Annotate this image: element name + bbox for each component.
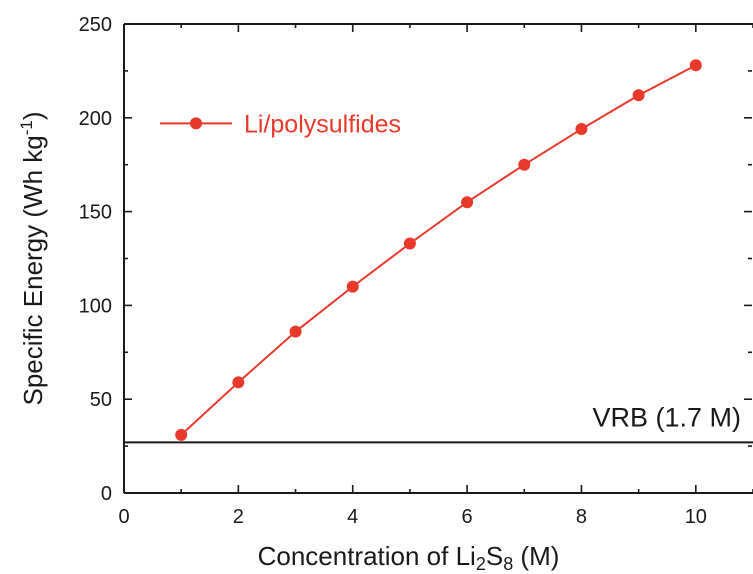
- legend-marker: [190, 117, 202, 130]
- y-tick-label: 100: [79, 295, 112, 317]
- data-point: [518, 158, 531, 171]
- x-tick-label: 8: [576, 506, 587, 528]
- x-tick-label: 10: [685, 506, 707, 528]
- series-line: [180, 64, 697, 436]
- data-point: [632, 89, 645, 102]
- x-tick-label: 2: [233, 506, 244, 528]
- y-tick-label: 0: [101, 483, 112, 505]
- data-point: [346, 280, 359, 293]
- legend-label: Li/polysulfides: [244, 110, 401, 138]
- legend: Li/polysulfides: [160, 110, 401, 138]
- y-tick-label: 50: [90, 389, 112, 411]
- y-tick-label: 150: [79, 202, 112, 224]
- data-point: [461, 196, 474, 209]
- series-layer: [175, 59, 702, 441]
- data-point: [575, 123, 588, 136]
- data-point: [403, 237, 416, 250]
- data-point: [175, 428, 188, 441]
- x-tick-label: 4: [347, 506, 358, 528]
- x-axis-title: Concentration of Li2S8 (M): [258, 541, 560, 574]
- x-tick-label: 0: [118, 506, 129, 528]
- data-point: [689, 59, 702, 72]
- data-point: [232, 376, 245, 389]
- data-point: [289, 325, 302, 338]
- axis-ticks: [123, 23, 753, 494]
- y-axis-title: Specific Energy (Wh kg-1): [17, 111, 48, 405]
- y-tick-label: 250: [79, 14, 112, 36]
- reference-lines: VRB (1.7 M): [124, 402, 753, 444]
- x-tick-label: 6: [462, 506, 473, 528]
- reference-line-label: VRB (1.7 M): [592, 402, 741, 432]
- y-tick-label: 200: [79, 108, 112, 130]
